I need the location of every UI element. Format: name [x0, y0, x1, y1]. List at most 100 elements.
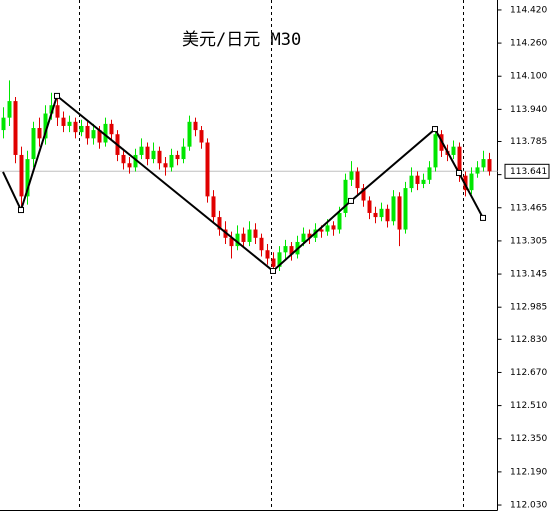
- candle-body: [427, 167, 432, 180]
- candle-body: [73, 121, 78, 133]
- candle-body: [121, 154, 126, 164]
- zigzag-vertex: [432, 126, 438, 133]
- candle-body: [157, 150, 162, 164]
- candle-body: [61, 117, 66, 126]
- zigzag-vertex: [270, 267, 276, 274]
- current-price-box: [504, 163, 550, 179]
- zigzag-vertex: [18, 207, 24, 214]
- period-separators: [79, 0, 464, 510]
- candle-body: [319, 229, 324, 232]
- candle-body: [169, 154, 174, 168]
- candle-body: [241, 233, 246, 242]
- candle-body: [409, 175, 414, 189]
- candle-body: [289, 246, 294, 255]
- y-tick-label: 112.985: [510, 303, 547, 313]
- candle-body: [373, 212, 378, 218]
- chart-title: 美元/日元 M30: [182, 30, 301, 50]
- candle-body: [349, 171, 354, 180]
- candle-body: [13, 101, 18, 155]
- candle-body: [451, 146, 456, 155]
- candle-body: [217, 217, 222, 230]
- candle-body: [481, 159, 486, 168]
- candle-body: [259, 237, 264, 251]
- y-tick-label: 112.830: [510, 335, 547, 345]
- candle-body: [277, 252, 282, 267]
- candle-body: [175, 154, 180, 160]
- y-tick-label: 112.350: [510, 434, 547, 444]
- candle-body: [55, 105, 60, 118]
- candle-body: [271, 258, 276, 267]
- candle-body: [421, 179, 426, 184]
- candle-body: [355, 171, 360, 189]
- candle-body: [133, 154, 138, 168]
- candle-body: [1, 117, 6, 131]
- candle-body: [145, 146, 150, 160]
- candle-body: [211, 196, 216, 218]
- candle-body: [367, 200, 372, 213]
- y-tick-label: 113.305: [510, 236, 547, 246]
- y-tick-label: 114.260: [510, 39, 547, 49]
- candle-body: [25, 159, 30, 197]
- candle-body: [433, 134, 438, 168]
- current-price-label: 113.641: [510, 167, 547, 177]
- y-tick-label: 113.785: [510, 137, 547, 147]
- zigzag-vertex: [54, 92, 60, 99]
- candle-body: [109, 123, 114, 135]
- y-tick-label: 112.030: [510, 501, 547, 511]
- zigzag-vertex: [456, 169, 462, 176]
- zigzag-vertex: [480, 214, 486, 221]
- candle-body: [229, 237, 234, 247]
- candle-body: [343, 179, 348, 213]
- candle-body: [325, 225, 330, 232]
- candle-body: [181, 146, 186, 160]
- zigzag-line: [2, 94, 484, 273]
- candle-body: [397, 196, 402, 230]
- candle-body: [463, 175, 468, 191]
- candle-body: [49, 105, 54, 114]
- candle-body: [67, 121, 72, 126]
- zigzag-vertex: [348, 197, 354, 204]
- candle-body: [385, 208, 390, 222]
- candle-body: [415, 175, 420, 184]
- candle-body: [253, 229, 258, 238]
- candle-body: [283, 246, 288, 253]
- candle-body: [37, 128, 42, 139]
- candle-body: [97, 130, 102, 143]
- candle-body: [205, 142, 210, 197]
- candle-body: [79, 125, 84, 133]
- candle-body: [391, 196, 396, 222]
- candle-body: [307, 233, 312, 238]
- y-tick-label: 114.420: [510, 5, 547, 15]
- y-tick-label: 114.100: [510, 72, 547, 82]
- candle-body: [43, 113, 48, 139]
- candle-body: [265, 250, 270, 259]
- candle-body: [127, 163, 132, 168]
- candle-body: [247, 229, 252, 242]
- y-tick-label: 113.465: [510, 203, 547, 213]
- candle-body: [7, 101, 12, 118]
- candle-body: [475, 167, 480, 174]
- y-tick-label: 112.190: [510, 467, 547, 477]
- candle-body: [31, 128, 36, 160]
- candle-body: [85, 125, 90, 139]
- candle-body: [469, 173, 474, 191]
- candle-body: [337, 212, 342, 230]
- candle-body: [301, 233, 306, 242]
- candle-body: [151, 150, 156, 160]
- candle-body: [487, 159, 492, 172]
- candle-body: [331, 225, 336, 230]
- candle-body: [457, 146, 462, 176]
- candle-body: [379, 208, 384, 218]
- y-tick-label: 113.145: [510, 270, 547, 280]
- candle-body: [193, 121, 198, 131]
- candle-body: [187, 121, 192, 147]
- y-tick-label: 113.940: [510, 105, 547, 115]
- y-tick-label: 112.510: [510, 401, 547, 411]
- candle-body: [199, 130, 204, 143]
- candle-body: [361, 188, 366, 201]
- candle-body: [235, 233, 240, 247]
- candle-body: [403, 188, 408, 230]
